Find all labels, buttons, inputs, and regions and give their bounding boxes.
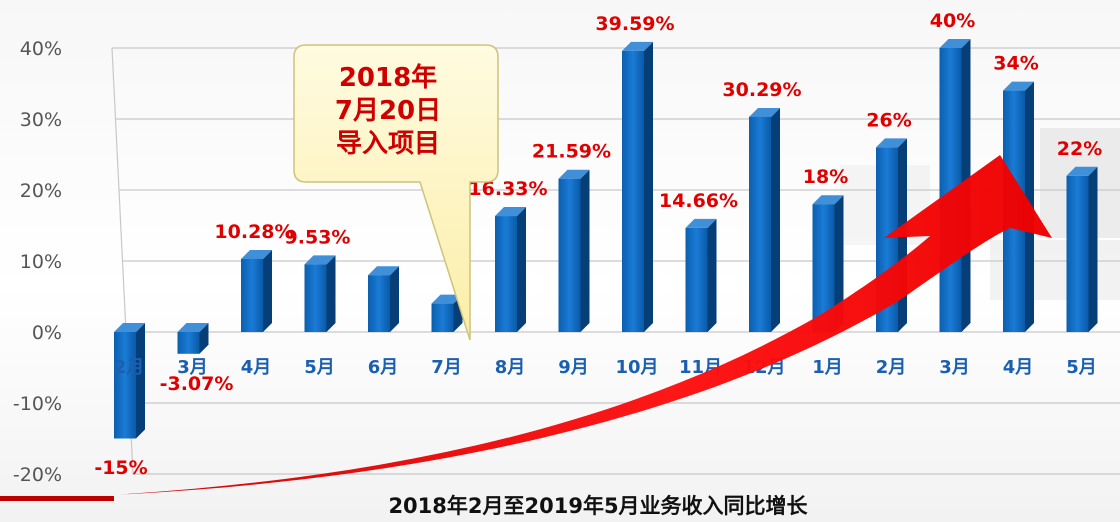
data-label: -15% bbox=[94, 457, 147, 479]
bar bbox=[177, 323, 209, 354]
bars bbox=[114, 39, 1098, 439]
bar bbox=[431, 294, 463, 332]
growth-arrow bbox=[0, 155, 1052, 501]
y-tick-label: -10% bbox=[13, 393, 62, 415]
bar bbox=[241, 250, 272, 332]
callout: 2018年 7月20日导入项目 bbox=[293, 44, 499, 341]
x-tick-label: 4月 bbox=[241, 357, 272, 378]
bar bbox=[685, 218, 717, 332]
data-label: 14.66% bbox=[659, 190, 738, 212]
data-label: 18% bbox=[803, 166, 848, 188]
bar bbox=[304, 255, 336, 332]
callout-line: 2018年 bbox=[339, 62, 437, 93]
x-tick-label: 7月 bbox=[431, 357, 462, 378]
data-label: 40% bbox=[930, 10, 975, 32]
data-label: 21.59% bbox=[532, 141, 611, 163]
y-tick-label: 40% bbox=[20, 38, 62, 60]
bar bbox=[622, 41, 653, 332]
x-tick-label: 3月 bbox=[939, 357, 970, 378]
x-tick-label: 10月 bbox=[615, 357, 658, 378]
callout-line: 7月20日 bbox=[335, 96, 441, 126]
data-label: 16.33% bbox=[468, 178, 547, 200]
bar bbox=[558, 169, 590, 332]
x-tick-label: 9月 bbox=[558, 357, 589, 378]
data-label: 34% bbox=[993, 53, 1038, 75]
x-tick-label: 2月 bbox=[876, 357, 907, 378]
data-labels: -15% -3.07% 10.28%9.53% 16.33% 21.59% 39.59% 1… bbox=[94, 10, 1102, 479]
bar bbox=[495, 207, 526, 332]
x-tick-label: 6月 bbox=[368, 357, 399, 378]
y-tick-label: 30% bbox=[20, 109, 62, 131]
bar bbox=[812, 195, 844, 332]
data-label: 39.59% bbox=[595, 13, 674, 35]
callout-line: 导入项目 bbox=[336, 129, 440, 159]
y-tick-label: 20% bbox=[20, 180, 62, 202]
x-tick-label: 5月 bbox=[304, 357, 335, 378]
bar bbox=[1066, 166, 1098, 332]
y-tick-label: 10% bbox=[20, 251, 62, 273]
x-tick-label: 1月 bbox=[812, 357, 843, 378]
y-axis: 40% 30% 20% 10% 0% -10% -20% bbox=[13, 38, 62, 486]
y-tick-label: 0% bbox=[32, 322, 62, 344]
data-label: 9.53% bbox=[285, 226, 351, 248]
x-axis-labels: 2月3月4月5月6月7月8月9月10月11月12月1月2月3月4月5月 bbox=[114, 357, 1097, 378]
x-tick-label: 8月 bbox=[495, 357, 526, 378]
y-tick-label: -20% bbox=[13, 464, 62, 486]
bar bbox=[749, 107, 780, 332]
bar bbox=[114, 323, 145, 439]
data-label: 10.28% bbox=[214, 221, 293, 243]
x-tick-label: 2月 bbox=[114, 357, 145, 378]
data-label: -3.07% bbox=[160, 373, 234, 395]
chart-title: 2018年2月至2019年5月业务收入同比增长 bbox=[388, 494, 808, 518]
x-tick-label: 3月 bbox=[177, 357, 208, 378]
data-label: 22% bbox=[1057, 138, 1102, 160]
bar bbox=[368, 266, 399, 332]
x-tick-label: 5月 bbox=[1066, 357, 1097, 378]
x-tick-label: 4月 bbox=[1003, 357, 1034, 378]
data-label: 30.29% bbox=[722, 79, 801, 101]
data-label: 26% bbox=[866, 109, 911, 131]
